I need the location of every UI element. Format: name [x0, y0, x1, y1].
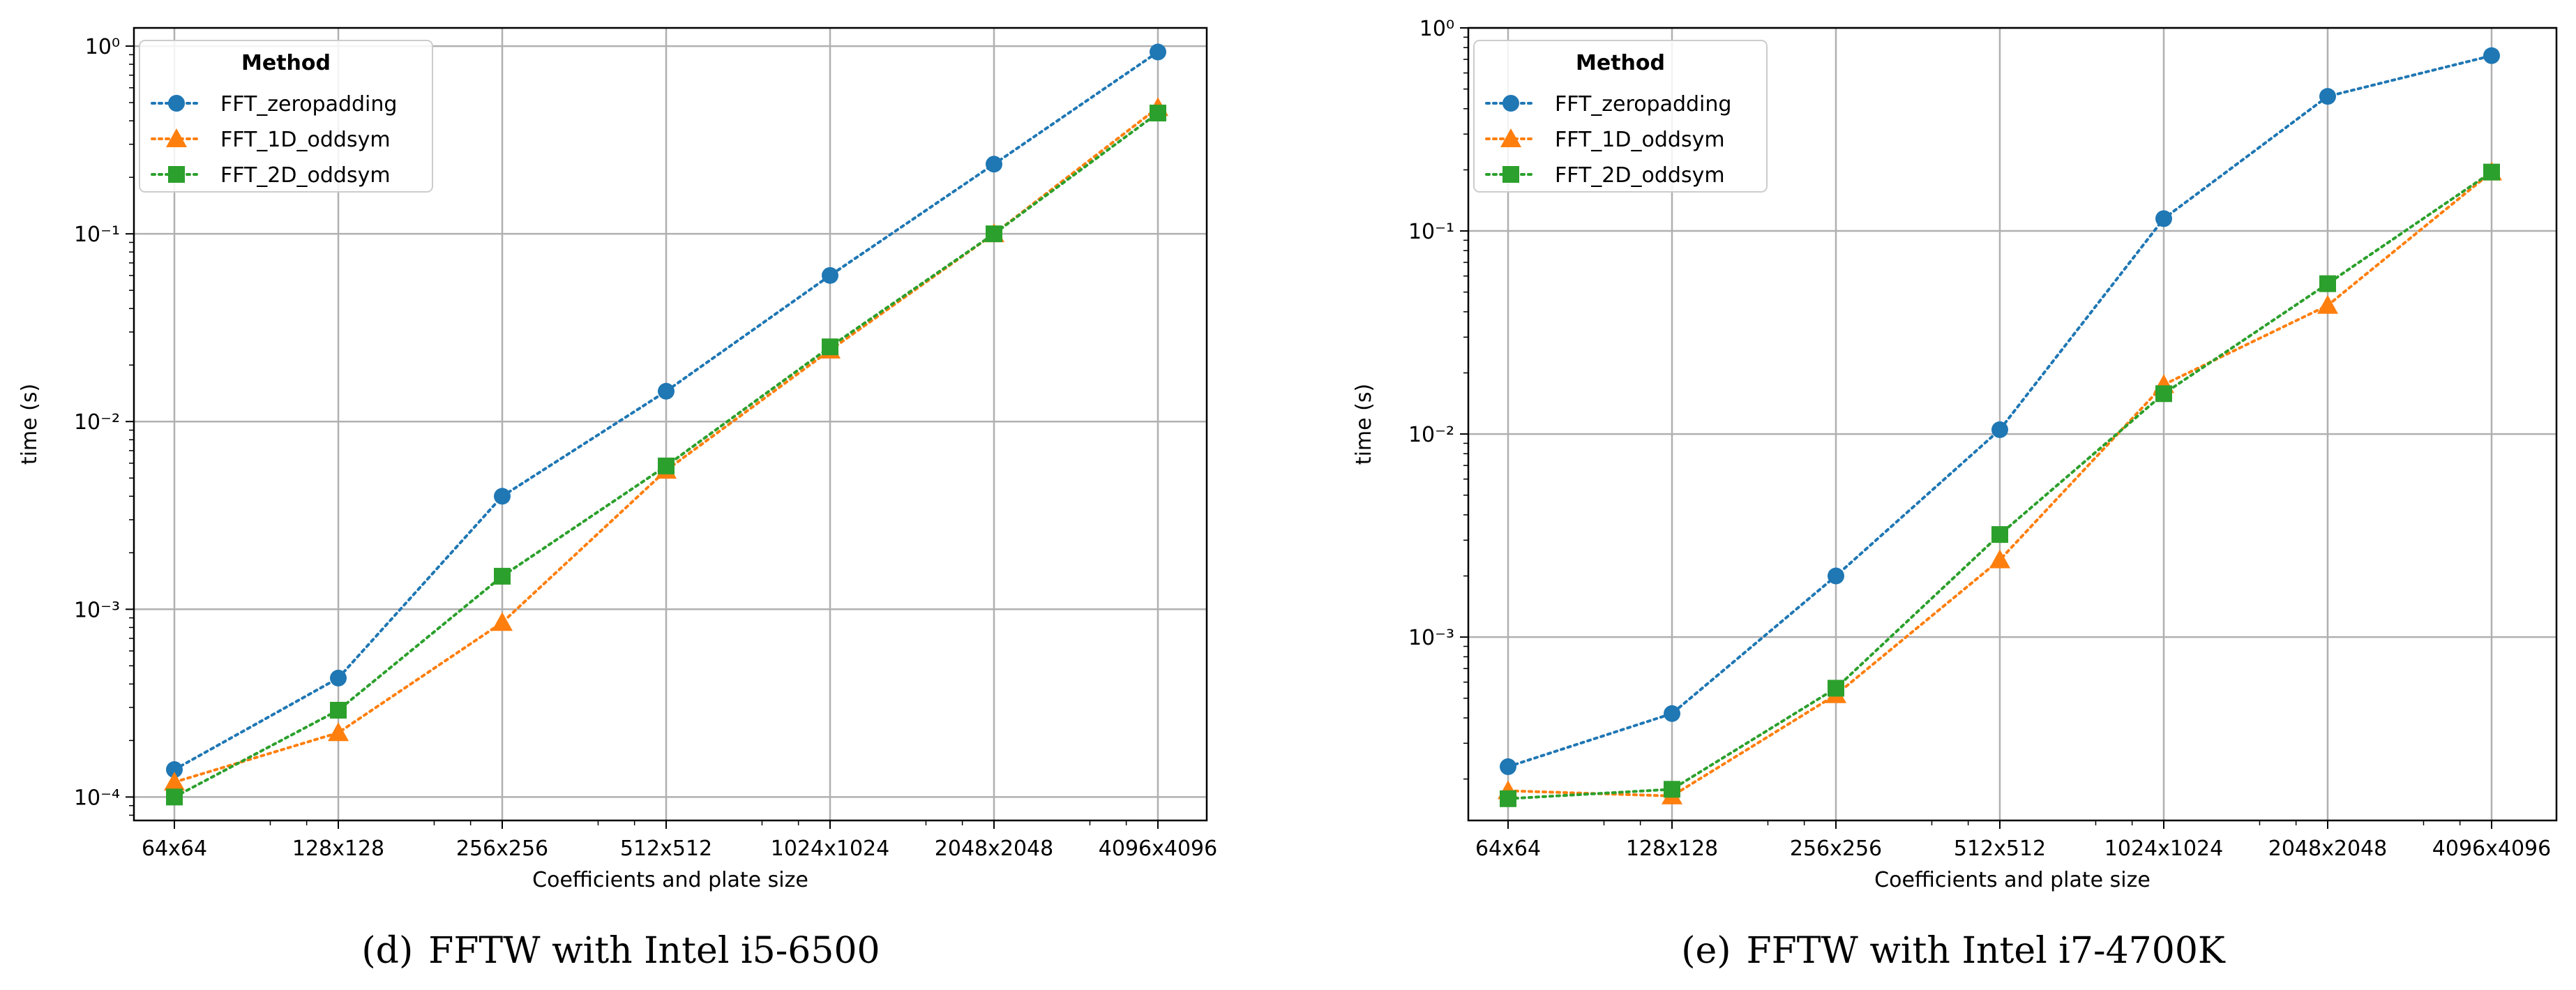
data-point [1664, 705, 1680, 722]
data-point [2483, 163, 2500, 181]
x-tick-label: 512x512 [1954, 837, 2046, 861]
chart-panel-d: 10⁻⁴ 10⁻³ 10⁻² 10⁻¹ 10⁰ 64x64 128x128 256x256 51… [17, 27, 1217, 972]
x-tick-label: 128x128 [1626, 837, 1718, 861]
x-tick-label: 2048x2048 [935, 837, 1053, 861]
legend-entry: FFT_1D_oddsym [1555, 128, 1725, 152]
legend: Method FFT_zeropadding FFT_1D_oddsym FFT_2D… [1473, 40, 1768, 193]
data-point [494, 488, 511, 505]
data-point [330, 701, 347, 719]
x-tick-label: 128x128 [292, 837, 384, 861]
data-point [166, 761, 183, 779]
data-point [822, 267, 838, 284]
data-point [658, 382, 675, 400]
data-point [1664, 781, 1680, 798]
y-tick-label: 10⁻² [1408, 423, 1454, 447]
legend-marker [1502, 166, 1519, 183]
y-axis-label: time (s) [1352, 384, 1376, 465]
data-point [1150, 105, 1166, 122]
data-point [2317, 294, 2338, 314]
legend-marker [168, 166, 185, 183]
y-tick-label: 10⁻¹ [1408, 220, 1454, 244]
legend-entry: FFT_zeropadding [220, 92, 397, 117]
legend-entry: FFT_2D_oddsym [1555, 163, 1725, 188]
figure-caption: (d) FFTW with Intel i5-6500 [361, 930, 880, 972]
data-point [1828, 680, 1844, 697]
y-tick-label: 10⁻⁴ [74, 786, 120, 810]
data-point [494, 567, 511, 585]
data-point [330, 669, 347, 687]
data-point [1500, 758, 1516, 775]
legend-box [1473, 40, 1768, 193]
legend-entry: FFT_1D_oddsym [220, 128, 391, 152]
y-tick-label: 10⁻³ [1408, 626, 1454, 650]
data-point [2319, 275, 2336, 292]
data-point [1991, 526, 2008, 543]
x-tick-label: 64x64 [142, 837, 207, 861]
series-FFT_zeropadding [166, 43, 1166, 779]
x-tick-label: 2048x2048 [2268, 837, 2387, 861]
series-FFT_2D_oddsym [1500, 163, 2500, 807]
data-point [328, 722, 349, 742]
series-FFT_zeropadding [1500, 47, 2500, 775]
legend: Method FFT_zeropadding FFT_1D_oddsym FFT_2D… [139, 40, 433, 193]
legend-entry: FFT_zeropadding [1555, 92, 1731, 117]
legend-entry: FFT_2D_oddsym [220, 163, 391, 188]
x-axis-label: Coefficients and plate size [532, 868, 808, 892]
x-tick-label: 4096x4096 [2432, 837, 2551, 861]
x-axis-label: Coefficients and plate size [1874, 868, 2151, 892]
data-point [1828, 567, 1844, 585]
data-point [2155, 210, 2172, 227]
y-tick-label: 10⁻³ [74, 598, 120, 622]
plot-frame [1467, 27, 2558, 822]
data-point [1500, 790, 1516, 807]
data-point [2155, 385, 2172, 403]
legend-box [139, 40, 433, 193]
data-point [164, 772, 185, 791]
x-tick-label: 64x64 [1475, 837, 1541, 861]
x-tick-label: 1024x1024 [2104, 837, 2223, 861]
data-point [2319, 88, 2336, 105]
y-tick-label: 10⁰ [85, 35, 120, 59]
caption-label: (d) [361, 930, 413, 972]
caption-label: (e) [1681, 930, 1731, 972]
data-point [166, 788, 183, 806]
legend-title: Method [241, 51, 331, 75]
x-tick-label: 1024x1024 [771, 837, 889, 861]
legend-marker [166, 128, 187, 147]
legend-marker [1500, 128, 1521, 147]
y-tick-label: 10⁻¹ [74, 223, 120, 247]
series-FFT_2D_oddsym [166, 105, 1166, 806]
data-point [1991, 421, 2008, 438]
grid [134, 28, 1207, 820]
caption-text: FFTW with Intel i7-4700K [1747, 930, 2226, 972]
caption-text: FFTW with Intel i5-6500 [428, 930, 880, 972]
x-tick-label: 512x512 [620, 837, 712, 861]
y-axis-label: time (s) [17, 384, 42, 465]
data-point [822, 338, 838, 356]
y-tick-label: 10⁰ [1419, 17, 1454, 41]
data-point [986, 225, 1002, 243]
x-tick-label: 256x256 [456, 837, 548, 861]
legend-marker [168, 95, 185, 112]
legend-title: Method [1576, 51, 1665, 75]
y-tick-label: 10⁻² [74, 410, 120, 435]
data-point [492, 612, 513, 631]
legend-marker [1502, 95, 1519, 112]
data-point [986, 156, 1002, 173]
x-tick-label: 256x256 [1790, 837, 1882, 861]
data-point [658, 457, 675, 474]
chart-panel-e: 10⁻³ 10⁻² 10⁻¹ 10⁰ 64x64 128x128 256x256 512x51… [1352, 17, 2558, 972]
x-tick-label: 4096x4096 [1099, 837, 1217, 861]
data-point [1989, 549, 2010, 569]
plot-frame [133, 27, 1208, 822]
data-point [2483, 47, 2500, 64]
figure-caption: (e) FFTW with Intel i7-4700K [1681, 930, 2226, 972]
data-point [1150, 43, 1166, 61]
